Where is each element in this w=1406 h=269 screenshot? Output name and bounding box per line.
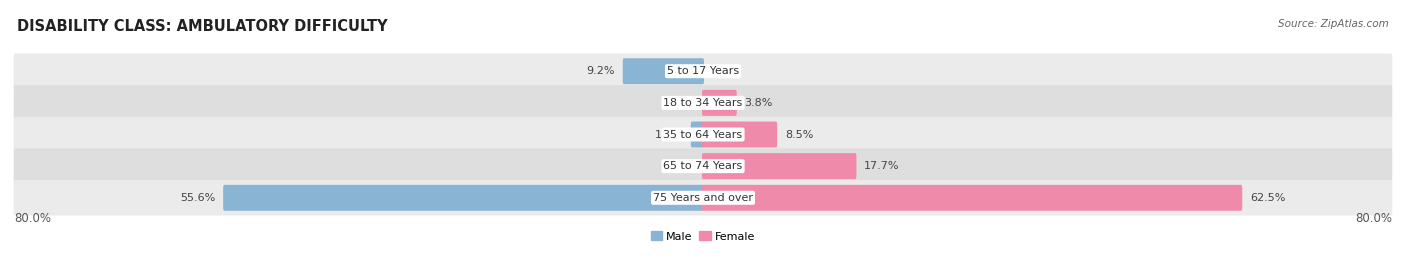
- FancyBboxPatch shape: [14, 117, 1392, 152]
- Text: 80.0%: 80.0%: [14, 212, 51, 225]
- FancyBboxPatch shape: [702, 122, 778, 147]
- Text: 0.0%: 0.0%: [666, 98, 695, 108]
- Text: 62.5%: 62.5%: [1250, 193, 1285, 203]
- Text: 3.8%: 3.8%: [744, 98, 773, 108]
- Text: 5 to 17 Years: 5 to 17 Years: [666, 66, 740, 76]
- FancyBboxPatch shape: [224, 185, 704, 211]
- Text: 18 to 34 Years: 18 to 34 Years: [664, 98, 742, 108]
- Text: DISABILITY CLASS: AMBULATORY DIFFICULTY: DISABILITY CLASS: AMBULATORY DIFFICULTY: [17, 19, 388, 34]
- FancyBboxPatch shape: [14, 180, 1392, 215]
- Text: 35 to 64 Years: 35 to 64 Years: [664, 129, 742, 140]
- FancyBboxPatch shape: [14, 85, 1392, 121]
- Text: 0.0%: 0.0%: [666, 161, 695, 171]
- FancyBboxPatch shape: [690, 122, 704, 147]
- Text: 0.0%: 0.0%: [711, 66, 740, 76]
- FancyBboxPatch shape: [702, 90, 737, 116]
- Text: 17.7%: 17.7%: [865, 161, 900, 171]
- FancyBboxPatch shape: [623, 58, 704, 84]
- FancyBboxPatch shape: [14, 54, 1392, 89]
- Text: 8.5%: 8.5%: [785, 129, 813, 140]
- FancyBboxPatch shape: [702, 185, 1243, 211]
- Legend: Male, Female: Male, Female: [647, 227, 759, 246]
- FancyBboxPatch shape: [14, 148, 1392, 184]
- Text: 9.2%: 9.2%: [586, 66, 616, 76]
- Text: 1.3%: 1.3%: [655, 129, 683, 140]
- Text: Source: ZipAtlas.com: Source: ZipAtlas.com: [1278, 19, 1389, 29]
- Text: 80.0%: 80.0%: [1355, 212, 1392, 225]
- Text: 65 to 74 Years: 65 to 74 Years: [664, 161, 742, 171]
- FancyBboxPatch shape: [702, 153, 856, 179]
- Text: 55.6%: 55.6%: [180, 193, 215, 203]
- Text: 75 Years and over: 75 Years and over: [652, 193, 754, 203]
